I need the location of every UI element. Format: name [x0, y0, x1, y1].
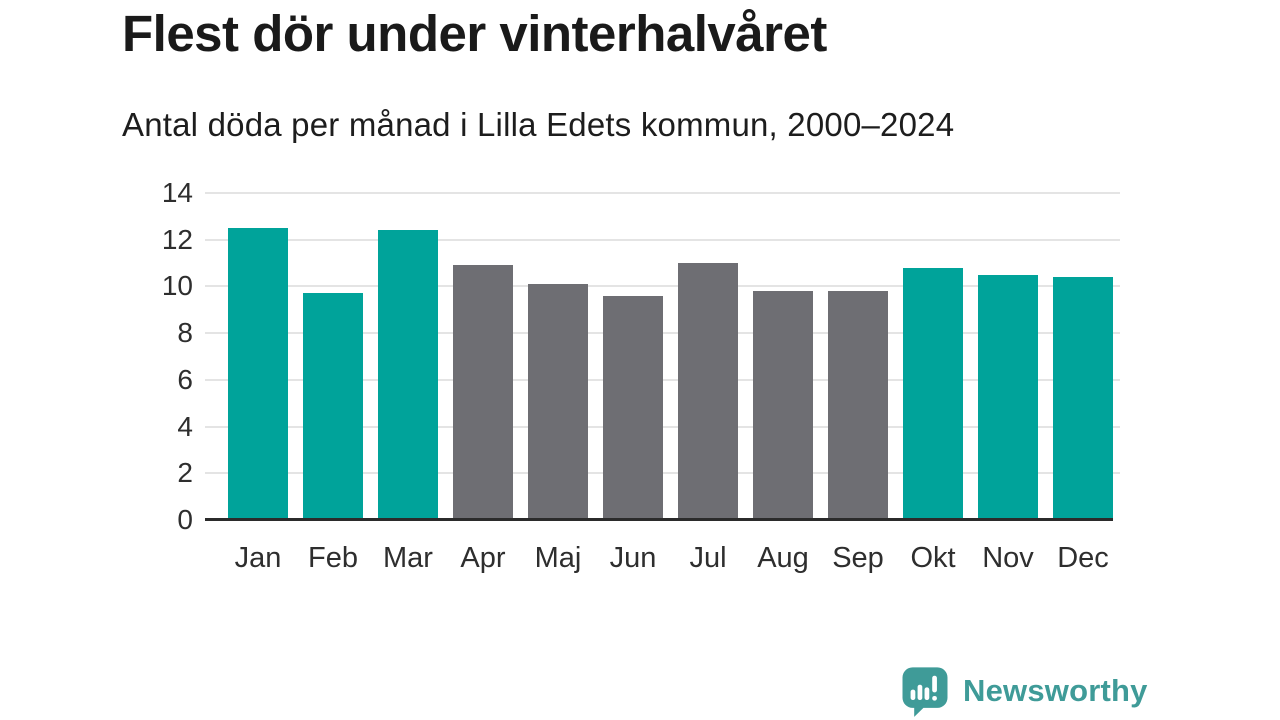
bar-jan	[228, 228, 288, 520]
x-axis-tick-label-jan: Jan	[234, 542, 282, 574]
gridline-y-14	[205, 192, 1120, 194]
y-axis-tick-label-6: 6	[177, 363, 193, 395]
x-axis-tick-label-maj: Maj	[534, 542, 582, 574]
y-axis-tick-label-14: 14	[161, 177, 193, 208]
gridline-y-12	[205, 238, 1120, 241]
x-axis-tick-label-apr: Apr	[460, 542, 506, 574]
y-axis-tick-label-10: 10	[161, 270, 193, 302]
y-axis-tick-label-2: 2	[177, 457, 193, 489]
x-axis-tick-label-aug: Aug	[757, 542, 809, 574]
brand-footer: Newsworthy	[898, 664, 1148, 718]
bar-mar	[378, 230, 438, 520]
bar-jul	[678, 263, 738, 520]
bar-okt	[903, 267, 963, 520]
bar-sep	[828, 291, 888, 520]
bar-aug	[753, 291, 813, 520]
brand-name: Newsworthy	[963, 673, 1148, 708]
x-axis-tick-label-sep: Sep	[832, 542, 884, 574]
x-axis-tick-label-dec: Dec	[1057, 542, 1109, 574]
bar-nov	[978, 274, 1038, 520]
x-axis-line	[205, 518, 1113, 521]
newsworthy-speech-bubble-bar-chart-icon	[902, 667, 948, 717]
chart-subtitle: Antal döda per månad i Lilla Edets kommu…	[122, 106, 955, 143]
bar-feb	[303, 293, 363, 520]
plot-area: 0 2 4 6 8 10 12 14 Jan Feb Mar Apr Maj Jun Jul Aug Sep Ok…	[162, 179, 1120, 573]
x-axis-tick-label-nov: Nov	[982, 542, 1034, 574]
bar-jun	[603, 295, 663, 520]
y-axis-tick-label-12: 12	[161, 223, 193, 255]
x-axis-tick-label-feb: Feb	[308, 542, 358, 574]
bar-maj	[528, 284, 588, 520]
gridline-y-10	[205, 285, 1120, 288]
x-axis-tick-label-jun: Jun	[609, 542, 657, 574]
x-axis-tick-label-jul: Jul	[689, 542, 727, 574]
y-axis-tick-label-4: 4	[177, 410, 193, 442]
y-axis-tick-label-0: 0	[177, 504, 193, 535]
chart-title: Flest dör under vinterhalvåret	[122, 5, 827, 62]
bar-dec	[1053, 277, 1113, 520]
x-axis-tick-label-mar: Mar	[383, 542, 433, 574]
y-axis-tick-label-8: 8	[177, 317, 193, 349]
bar-apr	[453, 265, 513, 520]
x-axis-tick-label-okt: Okt	[910, 542, 956, 574]
